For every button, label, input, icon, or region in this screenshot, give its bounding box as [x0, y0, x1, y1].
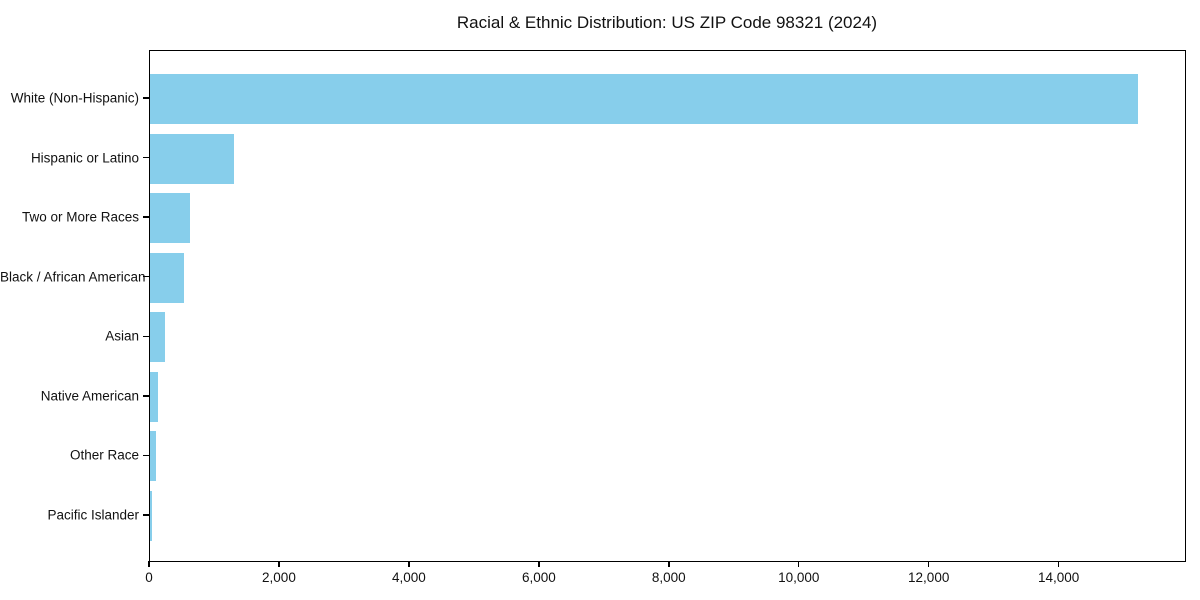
- y-tick-mark: [143, 454, 149, 457]
- bar: [150, 491, 152, 541]
- y-tick-label: Asian: [105, 328, 139, 344]
- y-tick-label: Two or More Races: [21, 209, 139, 225]
- x-tick-label: 12,000: [908, 570, 950, 585]
- y-tick-label: Black / African American: [0, 269, 146, 285]
- x-tick-label: 10,000: [778, 570, 820, 585]
- bar: [150, 252, 185, 303]
- bar: [150, 431, 157, 482]
- x-tick-mark: [408, 561, 410, 567]
- x-tick-mark: [1057, 561, 1060, 567]
- y-tick-mark: [143, 335, 149, 338]
- x-tick-mark: [927, 561, 930, 567]
- y-tick-mark: [143, 156, 149, 159]
- x-tick-label: 4,000: [391, 570, 426, 585]
- bar: [150, 133, 234, 184]
- x-tick-label: 2,000: [262, 570, 296, 585]
- y-tick-mark: [143, 275, 149, 278]
- y-tick-label: Other Race: [69, 447, 139, 463]
- y-tick-label: White (Non-Hispanic): [10, 90, 139, 106]
- y-tick-mark: [143, 395, 149, 397]
- x-tick-label: 6,000: [521, 570, 556, 585]
- x-tick-label: 8,000: [651, 570, 686, 585]
- y-tick-label: Pacific Islander: [47, 507, 139, 523]
- x-tick-mark: [797, 561, 800, 567]
- x-tick-label: 0: [145, 570, 153, 585]
- bar: [150, 371, 158, 422]
- y-tick-label: Hispanic or Latino: [30, 150, 139, 166]
- y-tick-mark: [143, 97, 149, 99]
- x-tick-mark: [278, 561, 280, 567]
- bar: [150, 312, 165, 363]
- plot-area: [149, 50, 1186, 562]
- chart-title: Racial & Ethnic Distribution: US ZIP Cod…: [456, 13, 878, 32]
- bar: [150, 74, 1138, 124]
- x-tick-mark: [668, 561, 670, 567]
- y-tick-mark: [143, 514, 149, 516]
- x-tick-mark: [148, 561, 150, 567]
- y-tick-label: Native American: [40, 388, 139, 404]
- x-tick-mark: [538, 561, 540, 567]
- y-tick-mark: [143, 216, 149, 218]
- bar: [150, 193, 190, 244]
- x-tick-label: 14,000: [1037, 570, 1080, 585]
